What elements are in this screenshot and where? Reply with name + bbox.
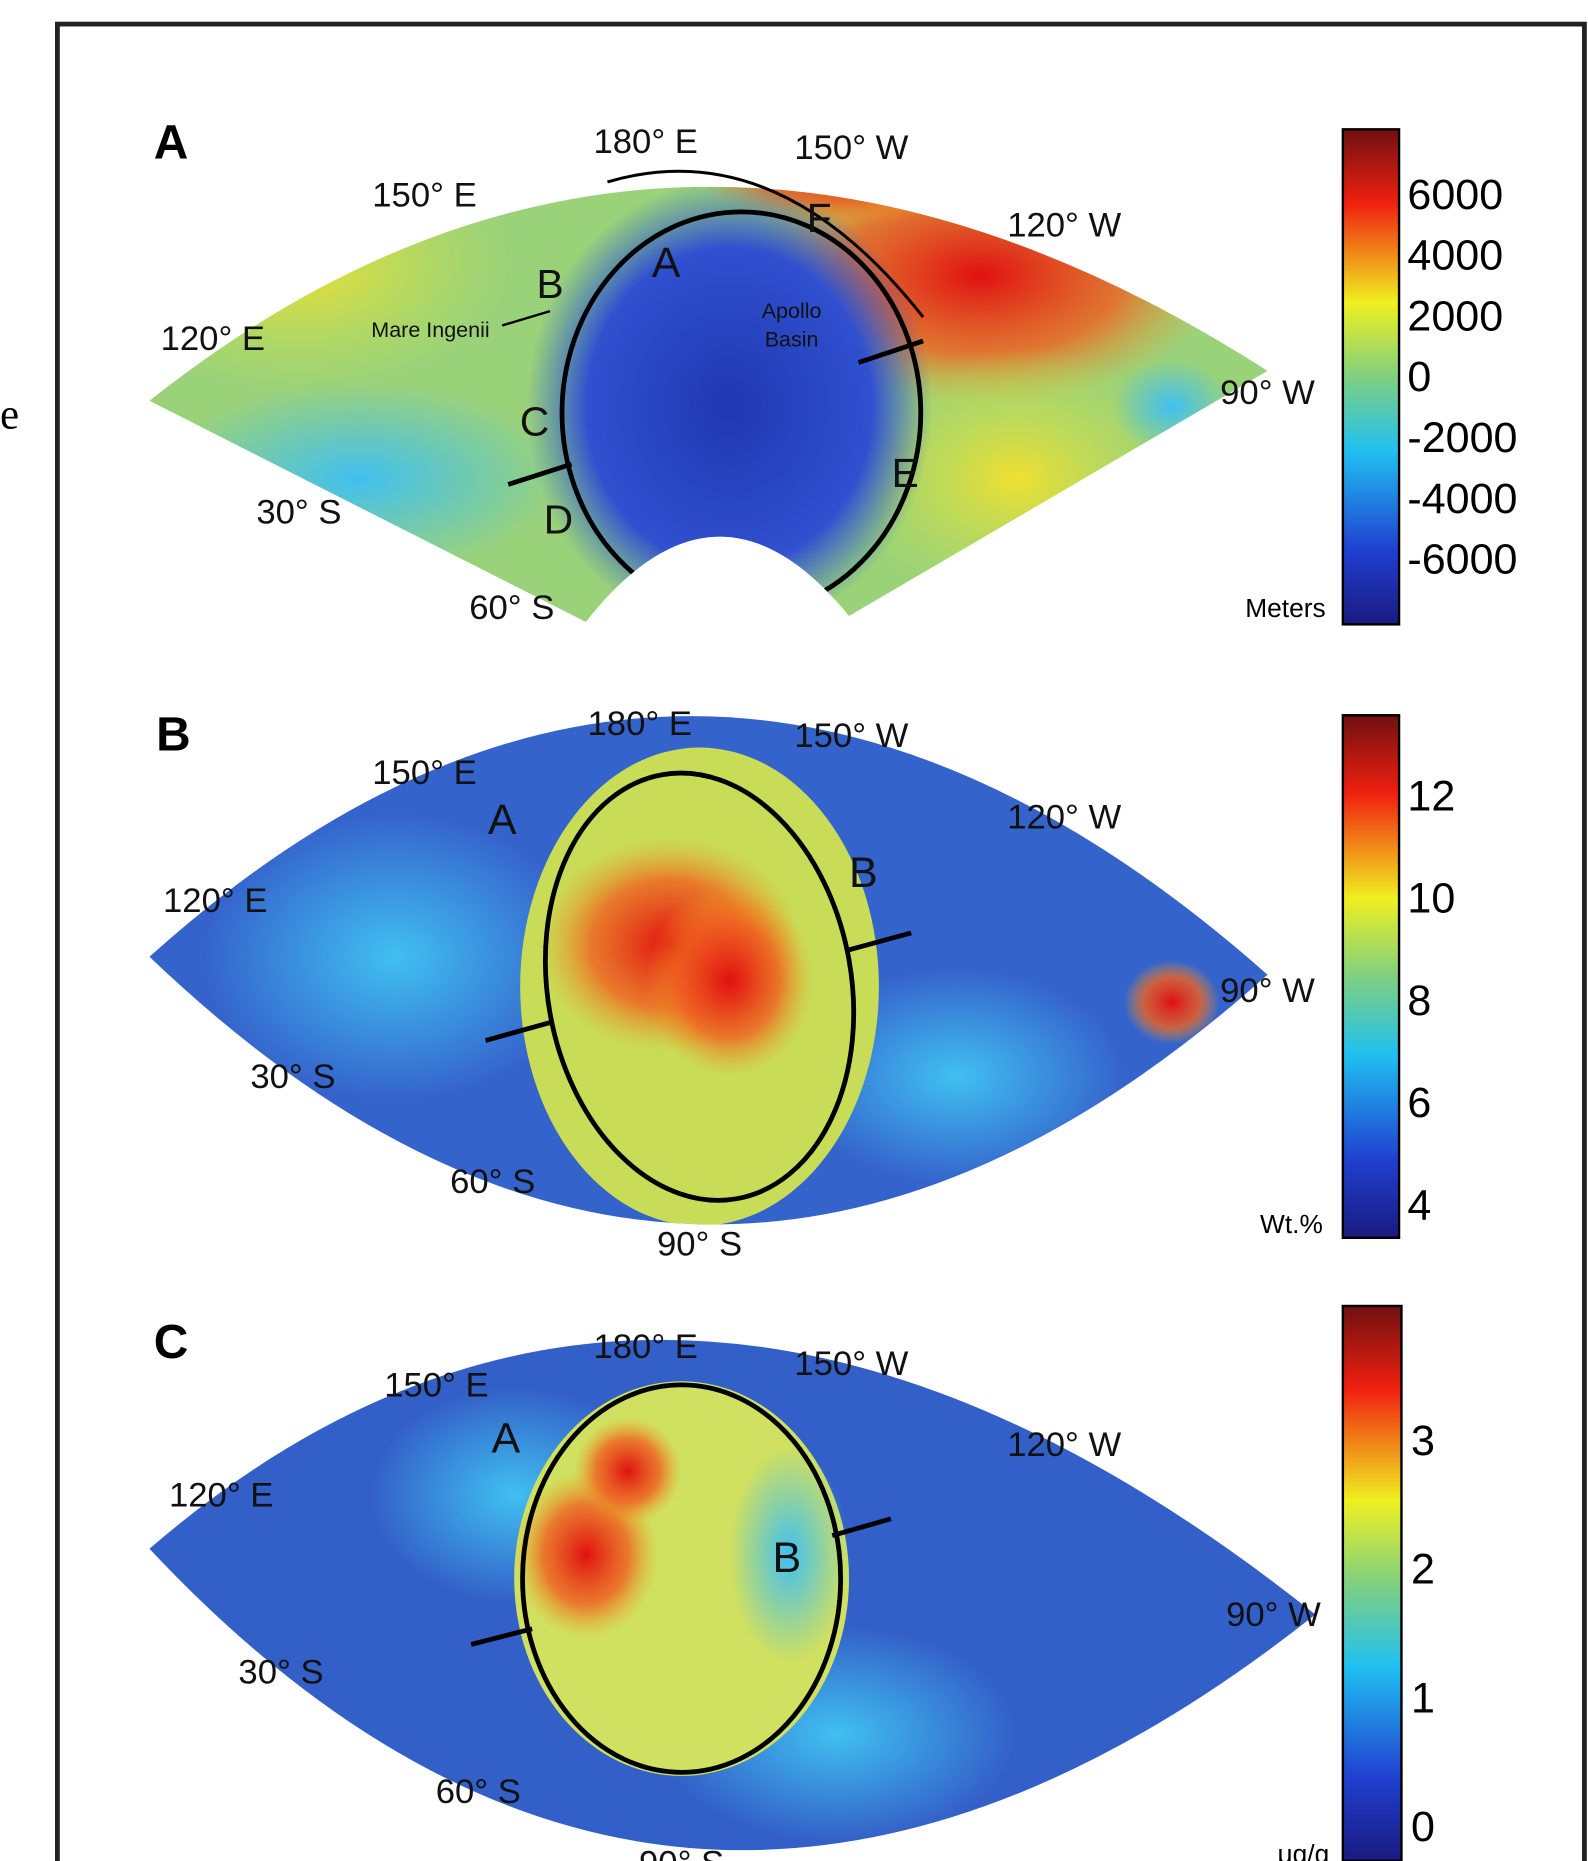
coordinate-label: 30° S [250,1058,335,1096]
coordinate-label: 60° S [450,1163,535,1201]
colorbar-tick-label: 4 [1407,1181,1431,1229]
coordinate-label: 150° W [794,1345,908,1383]
basin-outline [520,1382,844,1775]
basin-outline [542,770,857,1203]
panel-label: A [154,117,189,170]
colorbar-tick-label: 0 [1411,1803,1435,1851]
colorbar-tick-label: 2000 [1407,292,1503,340]
region-label: E [892,450,919,496]
colorbar-unit: Meters [1245,593,1325,623]
panel-label: B [156,709,191,762]
colorbar-unit: Wt.% [1260,1209,1323,1239]
coordinate-label: 180° E [594,123,698,161]
arrow [501,309,551,327]
coordinate-label: 120° E [161,320,265,358]
coordinate-label: 120° E [169,1476,273,1514]
coordinate-label: 180° E [594,1328,698,1366]
region-label: C [520,398,549,444]
region-label: A [652,239,681,287]
coordinate-label: 150° E [372,177,476,215]
coordinate-label: 30° S [256,494,341,532]
rim-marker [831,1516,892,1538]
coordinate-label: 90° S [639,1845,724,1861]
coordinate-label: 90° S [657,1225,742,1263]
region-label: F [807,195,832,241]
arrow [607,169,925,318]
coordinate-label: 120° W [1007,207,1121,245]
coordinate-label: 30° S [238,1653,323,1691]
coordinate-label: 150° E [384,1366,488,1404]
coordinate-label: 120° W [1007,1426,1121,1464]
colorbar-unit: μg/g [1278,1839,1330,1861]
region-label: A [488,796,517,844]
panel-label: C [154,1316,189,1369]
colorbar-tick-label: -6000 [1407,536,1517,584]
region-label: Mare Ingenii [371,318,489,342]
coordinate-label: 150° W [794,717,908,755]
coordinate-label: 150° W [794,129,908,167]
region-label: Basin [765,328,819,352]
map-gap [585,536,850,622]
colorbar-tick-label: 1 [1411,1674,1435,1722]
colorbar [1341,714,1401,1240]
coordinate-label: 60° S [436,1773,521,1811]
coordinate-label: 180° E [588,705,692,743]
rim-marker [507,461,573,487]
colorbar-tick-label: 0 [1407,353,1431,401]
rim-marker [844,930,912,954]
frame [55,21,1587,1861]
coordinate-label: 120° W [1007,798,1121,836]
rim-marker [857,338,924,365]
coordinate-label: 90° W [1226,1596,1321,1634]
coordinate-label: 120° E [163,882,267,920]
region-label: B [772,1534,801,1582]
colorbar-tick-label: 12 [1407,772,1455,820]
colorbar-tick-label: 3 [1411,1417,1435,1465]
region-label: B [849,849,878,897]
colorbar [1341,1304,1403,1861]
region-label: Apollo [762,299,822,323]
region-label: A [491,1414,520,1462]
rim-marker [484,1020,551,1043]
colorbar-tick-label: -2000 [1407,414,1517,462]
colorbar-tick-label: 4000 [1407,232,1503,280]
coordinate-label: 90° W [1220,374,1315,412]
margin-text: e [0,392,19,439]
colorbar-tick-label: 6 [1407,1079,1431,1127]
coordinate-label: 60° S [469,589,554,627]
colorbar-tick-label: 6000 [1407,171,1503,219]
rim-marker [470,1626,533,1647]
colorbar-tick-label: -4000 [1407,475,1517,523]
coordinate-label: 150° E [372,754,476,792]
colorbar [1341,128,1401,626]
map-c [149,1339,1316,1851]
colorbar-tick-label: 2 [1411,1546,1435,1594]
colorbar-tick-label: 10 [1407,875,1455,923]
coordinate-label: 90° W [1220,972,1315,1010]
colorbar-tick-label: 8 [1407,977,1431,1025]
region-label: B [537,261,564,307]
region-label: D [544,496,573,542]
